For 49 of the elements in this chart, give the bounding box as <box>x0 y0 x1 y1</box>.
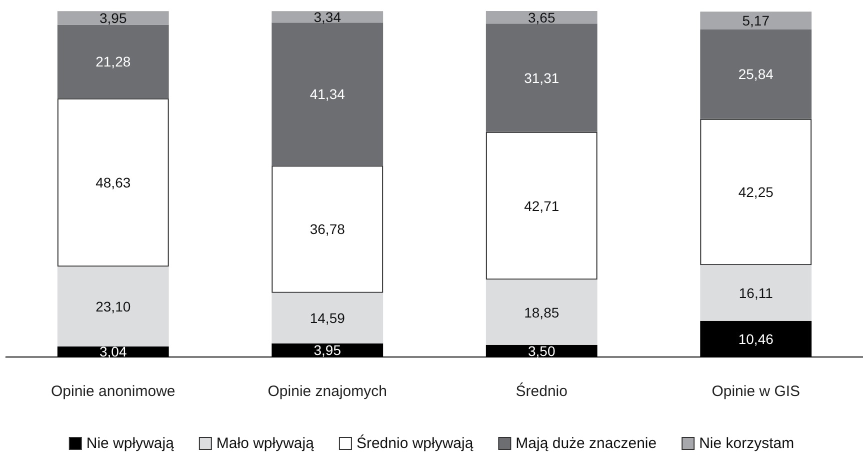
data-label: 3,65 <box>528 9 556 26</box>
bar <box>272 292 384 344</box>
data-label: 14,59 <box>310 310 346 326</box>
data-label: 31,31 <box>524 70 560 86</box>
data-label: 16,11 <box>738 284 774 301</box>
x-tick-label: Opinie w GIS <box>712 383 800 400</box>
data-label: 5,17 <box>742 12 770 29</box>
data-label: 3,34 <box>314 8 342 25</box>
data-label: 25,84 <box>738 66 774 82</box>
legend-label: Nie wpływają <box>86 435 175 452</box>
data-label: 21,28 <box>96 54 131 70</box>
data-label: 42,25 <box>738 184 774 200</box>
bar <box>486 24 598 132</box>
bar <box>700 320 812 357</box>
bar <box>272 22 384 166</box>
bar <box>57 24 169 98</box>
data-label: 3,50 <box>528 342 556 359</box>
data-label: 36,78 <box>310 221 346 238</box>
x-tick-label: Opinie znajomych <box>268 383 387 400</box>
data-label: 42,71 <box>524 198 560 214</box>
bar <box>57 266 169 346</box>
bar <box>700 30 812 119</box>
bar <box>486 280 598 345</box>
data-label: 10,46 <box>738 330 774 347</box>
bar <box>700 12 812 30</box>
legend-label: Nie korzystam <box>699 435 794 452</box>
bar <box>272 166 384 293</box>
data-label: 3,04 <box>100 344 127 360</box>
data-label: 48,63 <box>96 174 131 190</box>
bar <box>57 346 169 357</box>
x-tick-label: Średnio <box>516 382 568 400</box>
bar <box>272 11 384 23</box>
x-tick-label: Opinie anonimowe <box>51 383 176 400</box>
legend-label: Średnio wpływają <box>356 434 474 452</box>
bar <box>486 344 598 357</box>
bar <box>700 118 812 266</box>
bar <box>57 11 169 25</box>
bar <box>272 343 384 357</box>
data-label: 3,95 <box>100 10 127 26</box>
data-label: 41,34 <box>310 86 346 102</box>
legend-label: Mają duże znaczenie <box>516 435 657 452</box>
legend-label: Mało wpływają <box>216 435 315 452</box>
bar <box>486 132 598 280</box>
data-label: 3,95 <box>314 342 342 358</box>
bar <box>57 98 169 267</box>
data-label: 23,10 <box>96 298 131 315</box>
bar <box>700 265 812 321</box>
bar <box>486 11 598 24</box>
data-label: 18,85 <box>524 304 560 320</box>
